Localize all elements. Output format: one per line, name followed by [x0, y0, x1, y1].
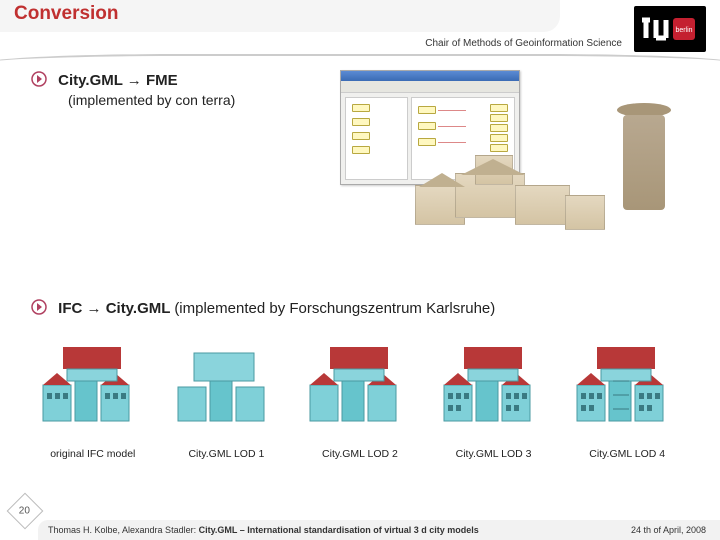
footer-date: 24 th of April, 2008 — [631, 525, 706, 535]
caption-lod3: City.GML LOD 3 — [431, 448, 557, 460]
bullet-icon — [30, 70, 48, 92]
slide-number-badge: 20 — [7, 493, 44, 530]
arrow-icon: → — [127, 72, 142, 89]
bullet2-from: IFC — [58, 300, 82, 317]
lod-cell-original: original IFC model — [30, 330, 156, 460]
bullet2-sub: (implemented by Forschungszentrum Karlsr… — [174, 300, 495, 317]
slide-header: Conversion Chair of Methods of Geoinform… — [0, 0, 720, 58]
tu-berlin-logo: berlin — [634, 6, 706, 52]
bullet1-from: City.GML — [58, 72, 122, 89]
caption-lod4: City.GML LOD 4 — [564, 448, 690, 460]
bullet-ifc-citygml: IFC → City.GML (implemented by Forschung… — [30, 298, 495, 320]
slide-title: Conversion — [14, 3, 119, 25]
arrow-icon: → — [87, 300, 102, 317]
chair-subtitle: Chair of Methods of Geoinformation Scien… — [425, 38, 622, 49]
lod-cell-lod1: City.GML LOD 1 — [164, 330, 290, 460]
fme-graphic — [340, 70, 680, 250]
bullet2-to: City.GML — [106, 300, 170, 317]
logo-text: berlin — [675, 27, 692, 34]
footer-authors: Thomas H. Kolbe, Alexandra Stadler: City… — [48, 525, 631, 535]
caption-lod1: City.GML LOD 1 — [164, 448, 290, 460]
bullet-icon — [30, 298, 48, 320]
footer-subject: City.GML – International standardisation… — [199, 525, 479, 535]
slide-footer: 20 Thomas H. Kolbe, Alexandra Stadler: C… — [0, 506, 720, 540]
lod-cell-lod2: City.GML LOD 2 — [297, 330, 423, 460]
caption-lod2: City.GML LOD 2 — [297, 448, 423, 460]
lod-cell-lod3: City.GML LOD 3 — [431, 330, 557, 460]
footer-band: Thomas H. Kolbe, Alexandra Stadler: City… — [38, 520, 720, 540]
bullet1-to: FME — [146, 72, 178, 89]
caption-original: original IFC model — [30, 448, 156, 460]
lod-cell-lod4: City.GML LOD 4 — [564, 330, 690, 460]
slide-number: 20 — [19, 506, 30, 517]
lod-row: original IFC model City.GML LOD 1 — [30, 330, 690, 460]
terrain-model — [395, 125, 675, 255]
